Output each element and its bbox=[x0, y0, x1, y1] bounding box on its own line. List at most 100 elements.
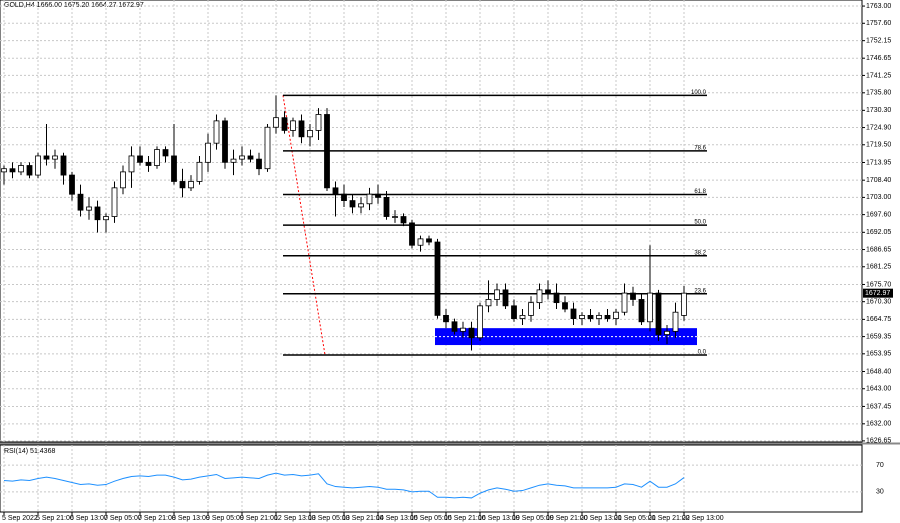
candle-body bbox=[468, 327, 475, 339]
y-tick-label: 1653.95 bbox=[866, 351, 891, 358]
fibo-label: 100.0 bbox=[691, 90, 707, 96]
candle-body bbox=[290, 120, 296, 131]
x-tick-label: 14 Sep 13:00 bbox=[376, 515, 418, 522]
candle-body bbox=[536, 289, 543, 304]
candle-body bbox=[77, 193, 84, 211]
indicator-tick-label: 70 bbox=[876, 462, 884, 469]
candle-body bbox=[400, 216, 407, 224]
candle-body bbox=[477, 305, 483, 339]
y-tick-label: 1752.15 bbox=[866, 38, 891, 45]
y-tick-label: 1637.45 bbox=[866, 403, 891, 410]
candle-body bbox=[502, 289, 509, 307]
candle-body bbox=[341, 193, 347, 201]
x-tick-label: 13 Sep 21:00 bbox=[342, 515, 384, 522]
candle-body bbox=[103, 216, 109, 221]
candle-body bbox=[451, 321, 458, 332]
fibo-label: 0.0 bbox=[698, 350, 707, 356]
header: GOLD,H4 1666.00 1675.20 1664.27 1672.97 bbox=[4, 2, 144, 9]
candle-body bbox=[332, 187, 339, 195]
y-tick-label: 1692.05 bbox=[866, 229, 891, 236]
candle-body bbox=[638, 299, 645, 323]
x-tick-label: 21 Sep 05:00 bbox=[614, 515, 656, 522]
candle-body bbox=[562, 302, 568, 310]
candle-body bbox=[281, 117, 288, 131]
candle-body bbox=[409, 222, 415, 246]
candle-body bbox=[511, 305, 517, 319]
candle-body bbox=[60, 155, 67, 176]
y-tick-label: 1626.65 bbox=[866, 438, 891, 445]
candle-body bbox=[52, 155, 58, 160]
candle-body bbox=[137, 155, 143, 163]
x-tick-label: 15 Sep 05:00 bbox=[410, 515, 452, 522]
y-tick-label: 1724.90 bbox=[866, 124, 891, 131]
x-tick-label: 6 Sep 13:00 bbox=[70, 515, 108, 522]
candle-body bbox=[545, 289, 551, 294]
candle-body bbox=[111, 187, 118, 217]
y-tick-label: 1686.65 bbox=[866, 246, 891, 253]
candle-body bbox=[664, 330, 670, 335]
candle-body bbox=[426, 238, 432, 243]
zone bbox=[435, 328, 697, 346]
candle-body bbox=[239, 155, 245, 160]
x-tick-label: 8 Sep 13:00 bbox=[172, 515, 210, 522]
candle-body bbox=[349, 200, 356, 208]
candle-body bbox=[26, 165, 33, 176]
candle-body bbox=[35, 155, 41, 176]
candle-body bbox=[307, 130, 313, 138]
x-tick-label: 12 Sep 13:00 bbox=[274, 515, 316, 522]
price-tag-label: 1672.97 bbox=[865, 290, 890, 297]
candle-body bbox=[434, 241, 441, 316]
candle-body bbox=[366, 193, 373, 205]
candle-body bbox=[519, 314, 526, 319]
x-tick-label: 9 Sep 05:00 bbox=[206, 515, 244, 522]
candle-body bbox=[69, 174, 75, 195]
candle-body bbox=[383, 197, 390, 217]
x-tick-label: 19 Sep 21:00 bbox=[546, 515, 588, 522]
x-tick-label: 20 Sep 13:00 bbox=[580, 515, 622, 522]
candle-body bbox=[570, 308, 577, 319]
y-tick-label: 1735.80 bbox=[866, 90, 891, 97]
candle-body bbox=[392, 216, 398, 218]
main-frame bbox=[0, 0, 863, 443]
candle-body bbox=[587, 314, 594, 319]
candle-body bbox=[621, 292, 628, 313]
candle-body bbox=[179, 181, 186, 189]
candle-body bbox=[196, 161, 203, 182]
indicator-tick-label: 30 bbox=[876, 489, 884, 496]
candle-body bbox=[18, 165, 24, 173]
candle-body bbox=[222, 120, 228, 163]
candle-body bbox=[315, 114, 322, 131]
candle-body bbox=[298, 120, 305, 138]
y-tick-label: 1703.00 bbox=[866, 194, 891, 201]
indicator-line bbox=[3, 472, 685, 499]
candle-body bbox=[358, 203, 364, 208]
candle-body bbox=[120, 171, 126, 189]
candle-body bbox=[494, 289, 500, 300]
candle-body bbox=[672, 311, 679, 332]
candle-body bbox=[681, 292, 687, 316]
candle-body bbox=[162, 149, 169, 157]
candle-body bbox=[154, 149, 160, 166]
candle-body bbox=[264, 126, 271, 170]
candle-body bbox=[443, 314, 449, 323]
candle-body bbox=[485, 299, 492, 307]
candle-body bbox=[273, 117, 279, 128]
indicator-title: RSI(14) 51.4368 bbox=[4, 448, 55, 455]
candle-body bbox=[9, 168, 16, 173]
y-tick-label: 1697.60 bbox=[866, 211, 891, 218]
y-tick-label: 1713.95 bbox=[866, 159, 891, 166]
y-tick-label: 1664.75 bbox=[866, 316, 891, 323]
fibo-label: 78.6 bbox=[694, 145, 706, 151]
x-tick-label: 22 Sep 13:00 bbox=[682, 515, 724, 522]
candle-body bbox=[1, 168, 7, 173]
y-tick-label: 1763.00 bbox=[866, 3, 891, 10]
fibo-label: 23.6 bbox=[694, 288, 706, 294]
x-tick-label: 9 Sep 21:00 bbox=[240, 515, 278, 522]
candle-body bbox=[579, 314, 585, 319]
candle-body bbox=[213, 120, 220, 144]
y-tick-label: 1719.50 bbox=[866, 142, 891, 149]
x-tick-label: 16 Sep 13:00 bbox=[478, 515, 520, 522]
y-tick-label: 1643.00 bbox=[866, 386, 891, 393]
x-tick-label: 7 Sep 21:00 bbox=[138, 515, 176, 522]
